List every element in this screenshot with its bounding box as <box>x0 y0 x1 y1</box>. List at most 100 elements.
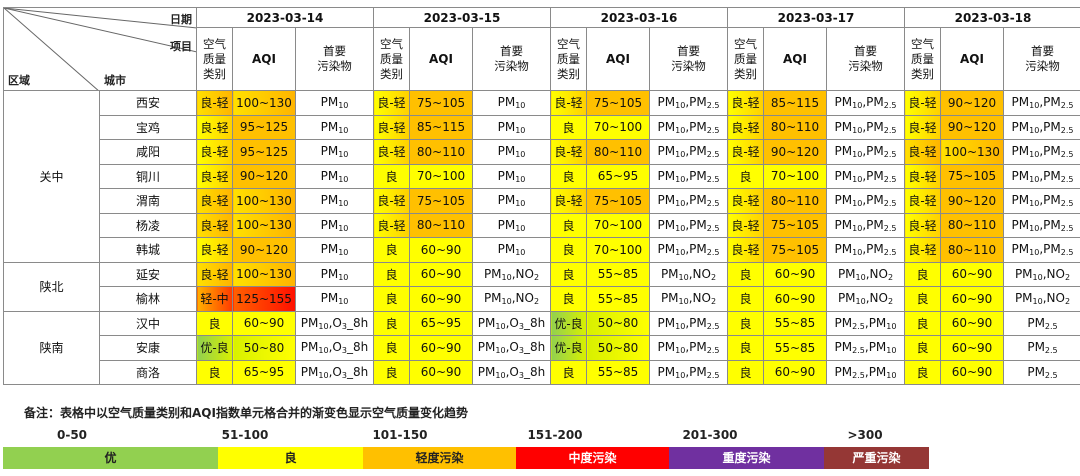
corner-diagonals <box>4 8 196 90</box>
category-cell: 良 <box>373 335 410 361</box>
aqi-cell: 60~90 <box>409 359 473 385</box>
header-line: 空气 <box>380 36 403 51</box>
category-cell: 良-轻 <box>196 139 233 165</box>
aqi-cell: 60~90 <box>940 359 1004 385</box>
aqi-cell: 60~90 <box>409 335 473 361</box>
aqi-cell: 50~80 <box>586 335 650 361</box>
city-cell: 延安 <box>99 261 197 287</box>
pollutant-cell: PM10,PM2.5 <box>826 90 905 116</box>
category-cell: 良-轻 <box>727 139 764 165</box>
aqi-cell: 80~110 <box>586 139 650 165</box>
legend-swatch: 优 <box>3 447 218 469</box>
category-cell: 良-轻 <box>904 188 941 214</box>
category-cell: 良-轻 <box>727 237 764 263</box>
category-cell: 优-良 <box>196 335 233 361</box>
pollutant-cell: PM10,PM2.5 <box>649 237 728 263</box>
aqi-cell: 95~125 <box>232 114 296 140</box>
header-line: 污染物 <box>317 59 352 73</box>
legend-range: 101-150 <box>372 428 428 442</box>
pollutant-header: 首要 污染物 <box>472 27 551 91</box>
city-cell: 汉中 <box>99 310 197 336</box>
category-cell: 良 <box>373 359 410 385</box>
aqi-cell: 55~85 <box>763 335 827 361</box>
aqi-header: AQI <box>586 27 650 91</box>
category-cell: 良-轻 <box>196 163 233 189</box>
date-header: 2023-03-18 <box>904 7 1080 28</box>
aqi-cell: 100~130 <box>940 139 1004 165</box>
pollutant-cell: PM10,NO2 <box>472 261 551 287</box>
aqi-cell: 55~85 <box>586 286 650 312</box>
header-line: 质量 <box>734 51 757 66</box>
category-cell: 良-轻 <box>196 212 233 238</box>
aqi-cell: 95~125 <box>232 139 296 165</box>
category-cell: 良 <box>727 286 764 312</box>
legend-swatch: 良 <box>218 447 363 469</box>
category-cell: 良-轻 <box>373 139 410 165</box>
pollutant-cell: PM2.5,PM10 <box>826 359 905 385</box>
aqi-cell: 90~120 <box>940 114 1004 140</box>
category-cell: 良 <box>196 359 233 385</box>
aqi-cell: 85~115 <box>763 90 827 116</box>
aqi-cell: 90~120 <box>940 188 1004 214</box>
aqi-cell: 50~80 <box>232 335 296 361</box>
aqi-cell: 60~90 <box>763 261 827 287</box>
date-header: 2023-03-16 <box>550 7 728 28</box>
pollutant-cell: PM2.5,PM10 <box>826 335 905 361</box>
legend-range: 151-200 <box>527 428 583 442</box>
header-line: 质量 <box>557 51 580 66</box>
aqi-cell: 60~90 <box>940 310 1004 336</box>
cropped-title <box>0 0 1080 6</box>
category-cell: 良 <box>727 163 764 189</box>
legend-range: 0-50 <box>56 428 88 442</box>
pollutant-cell: PM10,PM2.5 <box>649 90 728 116</box>
category-cell: 良 <box>373 237 410 263</box>
category-cell: 良-轻 <box>904 163 941 189</box>
category-cell: 良-轻 <box>373 188 410 214</box>
aqi-cell: 100~130 <box>232 90 296 116</box>
category-cell: 良 <box>196 310 233 336</box>
header-line: 污染物 <box>1025 59 1060 73</box>
pollutant-cell: PM2.5,PM10 <box>826 310 905 336</box>
header-line: 首要 <box>677 44 700 58</box>
legend-range: >300 <box>847 428 883 442</box>
pollutant-cell: PM10,PM2.5 <box>1003 237 1080 263</box>
table-row: 杨凌 良-轻 100~130 PM10 良-轻 80~110 PM10 良 70~100 PM10… <box>4 212 1080 238</box>
table-row: 渭南 良-轻 100~130 PM10 良-轻 75~105 PM10 良-轻 75~105 PM… <box>4 188 1080 214</box>
legend-swatch: 轻度污染 <box>363 447 516 469</box>
pollutant-cell: PM10,PM2.5 <box>649 139 728 165</box>
category-cell: 良 <box>727 310 764 336</box>
aqi-cell: 55~85 <box>763 310 827 336</box>
pollutant-cell: PM10 <box>472 163 551 189</box>
category-header: 空气 质量 类别 <box>727 27 764 91</box>
city-cell: 安康 <box>99 335 197 361</box>
aqi-header: AQI <box>232 27 296 91</box>
category-cell: 良-轻 <box>727 114 764 140</box>
pollutant-cell: PM10,PM2.5 <box>1003 90 1080 116</box>
pollutant-cell: PM10 <box>472 139 551 165</box>
aqi-cell: 60~90 <box>232 310 296 336</box>
pollutant-cell: PM10,O3_8h <box>472 310 551 336</box>
aqi-cell: 65~95 <box>409 310 473 336</box>
cropped-title-strip <box>0 0 1080 7</box>
aqi-cell: 50~80 <box>586 310 650 336</box>
table-row: 陕南 汉中良 60~90 PM10,O3_8h 良 65~95 PM10,O3_8h 优-良 5… <box>3 310 1080 385</box>
aqi-cell: 100~130 <box>232 261 296 287</box>
category-cell: 良 <box>373 261 410 287</box>
aqi-cell: 60~90 <box>763 286 827 312</box>
header-corner: 日期 项目 区域 城市 <box>3 7 197 91</box>
category-cell: 良-轻 <box>196 188 233 214</box>
aqi-cell: 70~100 <box>586 114 650 140</box>
aqi-cell: 70~100 <box>763 163 827 189</box>
legend-swatch: 重度污染 <box>669 447 824 469</box>
header-line: 类别 <box>203 66 226 81</box>
category-header: 空气 质量 类别 <box>904 27 941 91</box>
category-cell: 良 <box>550 212 587 238</box>
header-line: 空气 <box>203 36 226 51</box>
pollutant-cell: PM10 <box>295 139 374 165</box>
aqi-cell: 60~90 <box>409 261 473 287</box>
category-header: 空气 质量 类别 <box>550 27 587 91</box>
legend-range: 201-300 <box>682 428 738 442</box>
pollutant-cell: PM10,NO2 <box>1003 286 1080 312</box>
date-header: 2023-03-17 <box>727 7 905 28</box>
aqi-header: AQI <box>940 27 1004 91</box>
